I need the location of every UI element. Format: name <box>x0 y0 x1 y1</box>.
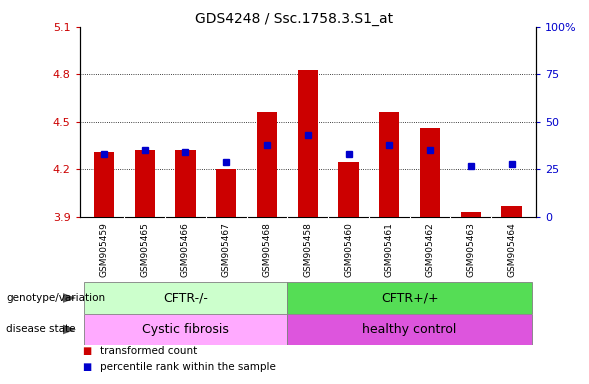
Text: disease state: disease state <box>6 324 75 334</box>
Text: GSM905466: GSM905466 <box>181 222 190 277</box>
Text: GSM905467: GSM905467 <box>221 222 231 277</box>
Bar <box>134 151 155 217</box>
Text: Cystic fibrosis: Cystic fibrosis <box>142 323 229 336</box>
Polygon shape <box>63 293 76 303</box>
Text: GDS4248 / Ssc.1758.3.S1_at: GDS4248 / Ssc.1758.3.S1_at <box>196 12 393 25</box>
Text: GSM905459: GSM905459 <box>100 222 108 277</box>
Text: ■: ■ <box>82 346 92 356</box>
Text: transformed count: transformed count <box>100 346 197 356</box>
Text: GSM905468: GSM905468 <box>263 222 272 277</box>
Bar <box>297 70 318 217</box>
Bar <box>379 113 399 217</box>
Text: percentile rank within the sample: percentile rank within the sample <box>100 362 276 372</box>
Bar <box>338 162 359 217</box>
Bar <box>501 206 522 217</box>
Text: CFTR+/+: CFTR+/+ <box>381 291 438 305</box>
Bar <box>176 151 196 217</box>
Text: genotype/variation: genotype/variation <box>6 293 105 303</box>
Bar <box>84 282 287 314</box>
Bar <box>257 113 277 217</box>
Bar <box>94 152 114 217</box>
Text: ■: ■ <box>82 362 92 372</box>
Polygon shape <box>63 324 76 334</box>
Bar <box>84 314 287 345</box>
Text: GSM905464: GSM905464 <box>507 222 516 277</box>
Text: GSM905461: GSM905461 <box>385 222 394 277</box>
Text: CFTR-/-: CFTR-/- <box>163 291 208 305</box>
Text: healthy control: healthy control <box>362 323 457 336</box>
Text: GSM905458: GSM905458 <box>303 222 312 277</box>
Text: GSM905463: GSM905463 <box>466 222 475 277</box>
Bar <box>420 128 440 217</box>
Bar <box>287 314 532 345</box>
Bar <box>216 169 236 217</box>
Text: GSM905465: GSM905465 <box>140 222 149 277</box>
Text: GSM905460: GSM905460 <box>344 222 353 277</box>
Text: GSM905462: GSM905462 <box>425 222 435 277</box>
Bar <box>461 212 481 217</box>
Bar <box>287 282 532 314</box>
